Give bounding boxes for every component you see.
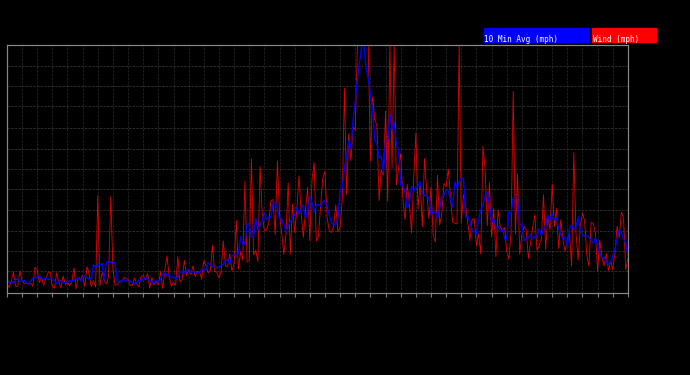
Text: Wind Speed Actual and 10 Minute Average (24 Hours)  (New) 20160803: Wind Speed Actual and 10 Minute Average … <box>68 11 622 26</box>
Text: 10 Min Avg (mph): 10 Min Avg (mph) <box>484 35 558 44</box>
Text: Wind (mph): Wind (mph) <box>593 35 639 44</box>
Text: Copyright 2016 Cartronics.com: Copyright 2016 Cartronics.com <box>14 34 159 43</box>
